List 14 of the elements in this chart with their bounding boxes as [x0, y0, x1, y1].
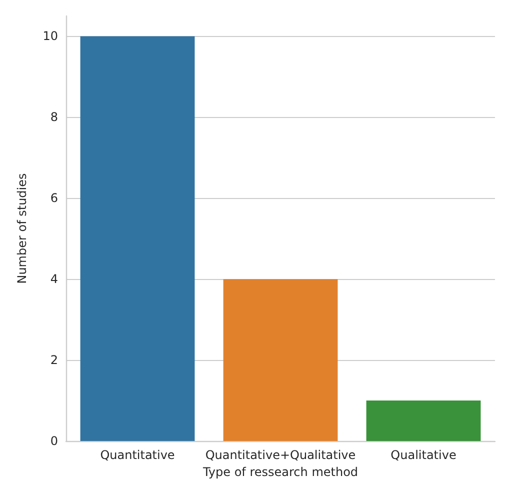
y-tick-label: 8	[50, 110, 58, 124]
bar	[80, 36, 195, 441]
y-tick-label: 4	[50, 272, 58, 286]
bar	[223, 279, 338, 441]
y-tick-label: 2	[50, 353, 58, 368]
y-tick-label: 6	[50, 191, 58, 206]
y-axis-title: Number of studies	[15, 173, 29, 284]
bar	[366, 400, 481, 441]
x-tick-label: Quantitative	[100, 448, 175, 462]
x-tick-label: Qualitative	[390, 448, 456, 462]
y-tick-label: 0	[50, 434, 58, 448]
x-axis-title: Type of ressearch method	[202, 464, 358, 479]
y-tick-label: 10	[42, 29, 58, 44]
x-tick-label: Quantitative+Qualitative	[205, 448, 356, 462]
